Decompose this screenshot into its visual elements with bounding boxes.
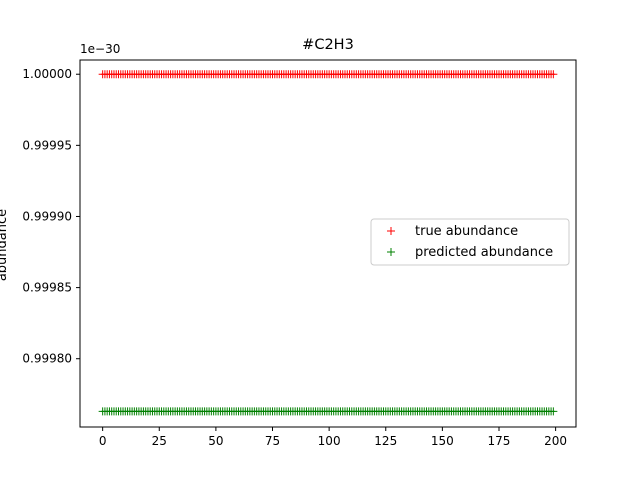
x-tick-label: 200 [544, 434, 567, 448]
y-axis-offset-text: 1e−30 [80, 42, 120, 56]
x-tick-label: 150 [431, 434, 454, 448]
x-tick-label: 75 [265, 434, 280, 448]
x-tick-label: 125 [374, 434, 397, 448]
legend: true abundance predicted abundance [370, 218, 570, 266]
chart-title: #C2H3 [302, 37, 354, 53]
legend-marker [387, 227, 395, 235]
legend-label: true abundance [415, 224, 518, 239]
x-tick-label: 100 [318, 434, 341, 448]
plot-frame [79, 59, 577, 428]
series-true-abundance [98, 70, 558, 79]
y-tick-label: 0.99980 [22, 352, 72, 366]
y-axis-ticks: 0.99980 0.99985 0.99990 0.99995 1.00000 [22, 67, 80, 366]
legend-box [370, 218, 570, 266]
y-axis-label: abundance [0, 209, 10, 281]
x-tick-label: 25 [152, 434, 167, 448]
y-tick-label: 0.99985 [22, 281, 72, 295]
x-tick-label: 0 [99, 434, 107, 448]
data-point [549, 70, 558, 79]
y-tick-label: 0.99990 [22, 209, 72, 223]
x-axis-ticks: 0 25 50 75 100 125 150 175 200 [99, 427, 567, 448]
legend-marker [387, 248, 395, 256]
x-tick-label: 50 [208, 434, 223, 448]
y-tick-label: 1.00000 [22, 67, 72, 81]
data-point [549, 407, 558, 416]
series-predicted-abundance [98, 407, 558, 416]
y-tick-label: 0.99995 [22, 138, 72, 152]
x-tick-label: 175 [488, 434, 511, 448]
legend-label: predicted abundance [415, 245, 553, 260]
plot-series [98, 70, 558, 416]
